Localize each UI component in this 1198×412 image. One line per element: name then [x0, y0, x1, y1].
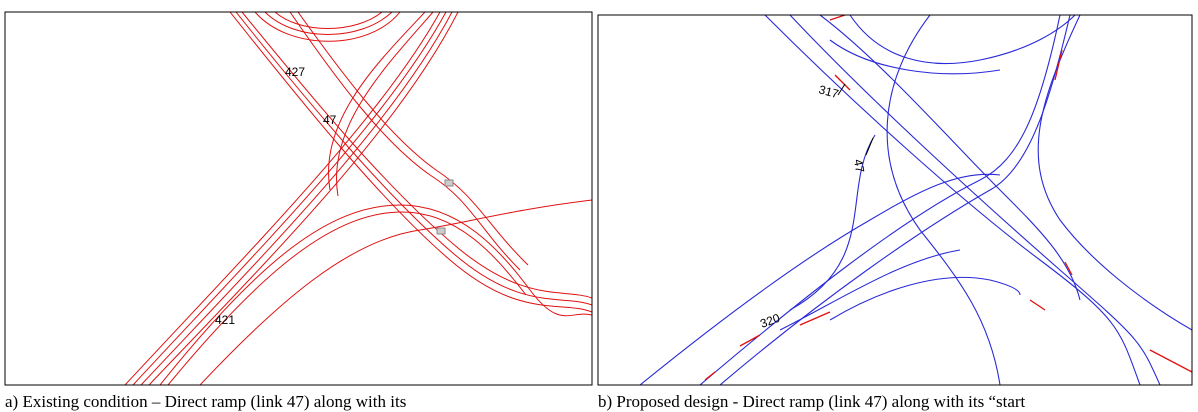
link-label: 427 — [285, 65, 305, 79]
node-marker — [445, 180, 453, 186]
caption: a) Existing condition – Direct ramp (lin… — [5, 392, 406, 411]
link-label: 47 — [323, 113, 337, 127]
figure: 427 47 421 317 — [0, 0, 1198, 412]
link-label: 421 — [215, 313, 235, 327]
link-label: 47 — [851, 158, 867, 174]
background — [0, 0, 1198, 412]
node-marker — [437, 228, 445, 234]
caption: b) Proposed design - Direct ramp (link 4… — [598, 392, 1026, 411]
